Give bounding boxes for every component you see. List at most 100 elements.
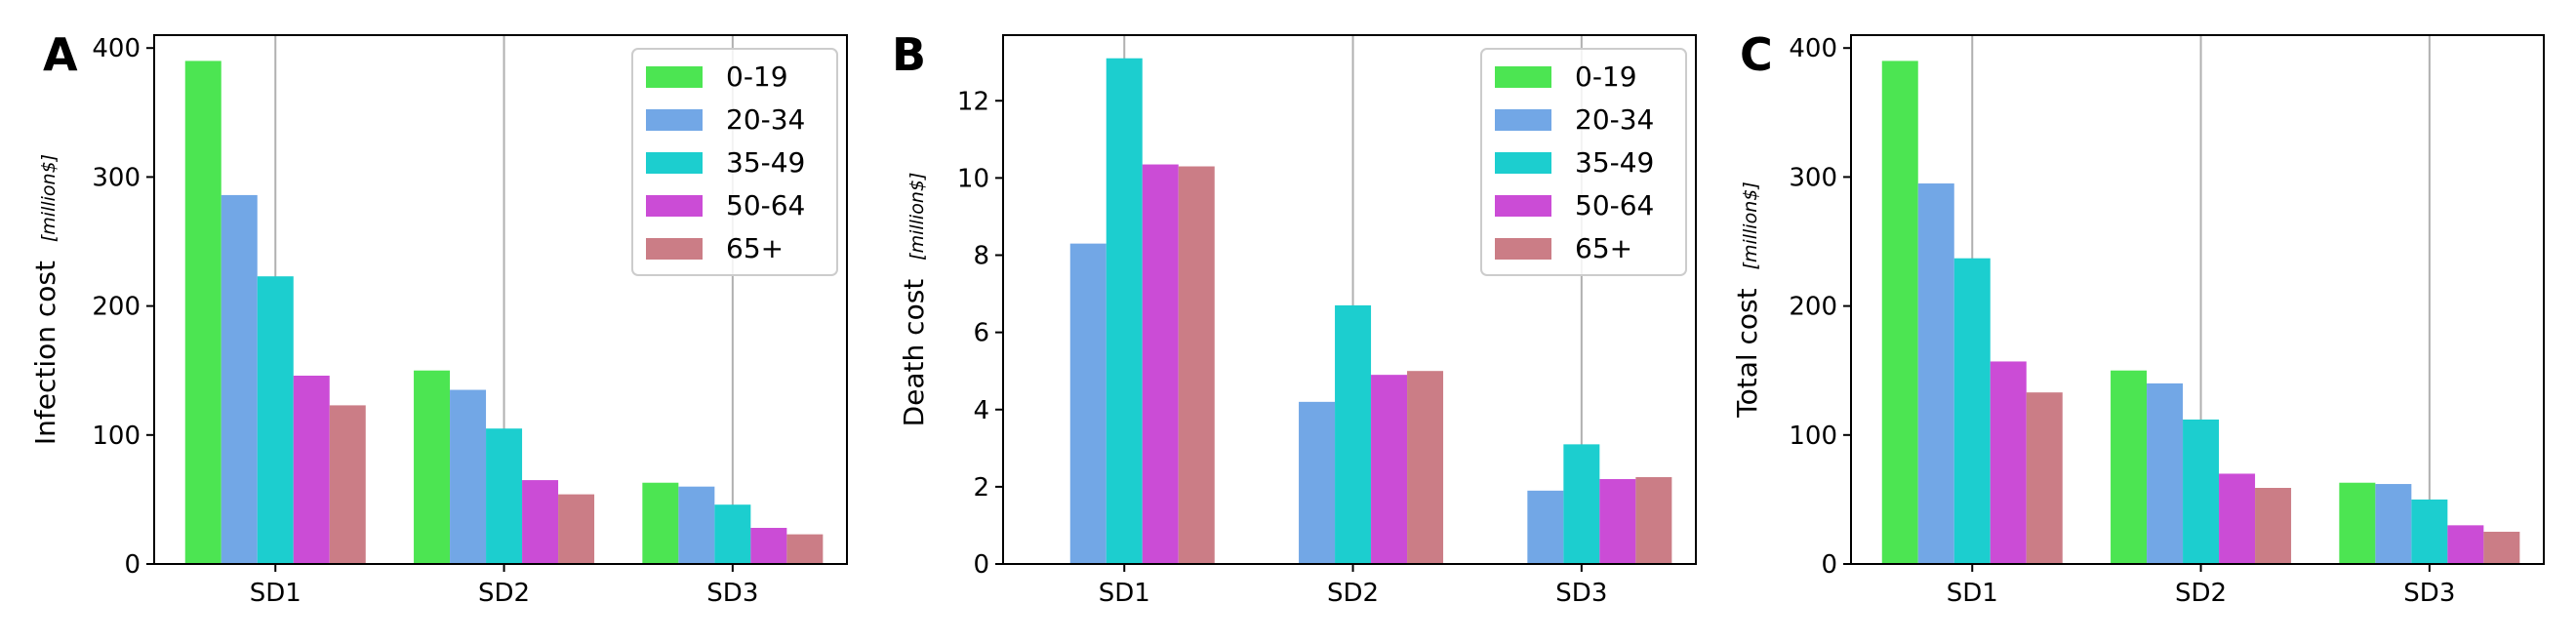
bar-35-49-sd3	[1563, 444, 1600, 564]
plot-frame	[153, 34, 848, 565]
x-tick-label: SD1	[1099, 579, 1150, 608]
chart-panel-c: 0 100 200 300 400 SD1 SD2 SD3 Total cost [millio…	[1731, 28, 2545, 608]
bar-65plus-sd3	[786, 534, 824, 564]
y-tick-label: 0	[124, 550, 141, 580]
bar-20-34-sd1	[221, 194, 258, 565]
legend-label: 35-49	[726, 146, 805, 179]
plot-frame	[1850, 34, 2545, 565]
y-tick-label: 0	[1821, 550, 1837, 580]
bar-50-64-sd1	[293, 375, 330, 564]
x-tick-label: SD3	[706, 579, 758, 608]
bar-0-19-sd2	[414, 370, 451, 564]
y-tick-label: 4	[973, 396, 989, 425]
bar-65plus-sd1	[2026, 392, 2063, 564]
legend-swatch-20-34	[646, 109, 703, 131]
bar-35-49-sd2	[486, 428, 523, 564]
bar-35-49-sd2	[2183, 419, 2220, 564]
y-axis-label-text: Total cost	[1731, 279, 1763, 418]
bar-35-49-sd3	[714, 504, 751, 564]
x-tick-label: SD1	[250, 579, 302, 608]
bar-50-64-sd2	[2219, 473, 2256, 564]
legend-swatch-0-19	[646, 66, 703, 88]
legend-swatch-65plus	[1495, 238, 1551, 260]
y-tick-label: 8	[973, 242, 989, 271]
legend-label: 20-34	[1575, 103, 1654, 136]
bar-0-19-sd1	[1881, 60, 1918, 564]
x-tick-label: SD2	[1327, 579, 1379, 608]
bar-65plus-sd1	[1178, 166, 1215, 564]
y-tick-label: 0	[973, 550, 989, 580]
bar-20-34-sd2	[1299, 401, 1336, 564]
y-axis-unit: [million$]	[906, 173, 928, 261]
bar-50-64-sd2	[522, 480, 559, 564]
y-tick-label: 300	[1789, 163, 1837, 192]
bar-35-49-sd1	[1953, 258, 1991, 564]
y-axis-label: Infection cost [million$]	[29, 154, 61, 445]
legend-swatch-35-49	[1495, 152, 1551, 174]
y-tick-label: 6	[973, 319, 989, 348]
bar-35-49-sd1	[257, 276, 294, 564]
bar-0-19-sd3	[642, 482, 679, 564]
x-tick-label: SD2	[478, 579, 530, 608]
bar-35-49-sd1	[1106, 58, 1143, 564]
bar-0-19-sd3	[2339, 482, 2376, 564]
bar-20-34-sd3	[678, 486, 715, 564]
bar-20-34-sd3	[1527, 490, 1564, 564]
bar-20-34-sd3	[2375, 484, 2412, 564]
legend-swatch-65plus	[646, 238, 703, 260]
bar-0-19-sd1	[184, 60, 221, 564]
bar-65plus-sd3	[2483, 531, 2520, 564]
legend-swatch-20-34	[1495, 109, 1551, 131]
bar-50-64-sd1	[1142, 164, 1179, 565]
bar-20-34-sd2	[450, 389, 487, 564]
bar-35-49-sd2	[1335, 304, 1372, 564]
y-axis-label-text: Infection cost	[29, 252, 61, 445]
chart-panel-b: 0 2 4 6 8 10 12 SD1 SD2 SD3 Death cost [million$] B…	[892, 28, 1697, 608]
y-tick-label: 200	[1789, 293, 1837, 322]
legend-label: 35-49	[1575, 146, 1654, 179]
legend-box	[1480, 48, 1687, 276]
bar-65plus-sd1	[329, 405, 366, 564]
y-axis-label: Death cost [million$]	[898, 173, 930, 427]
bar-65plus-sd2	[558, 494, 595, 564]
y-axis-unit: [million$]	[38, 154, 60, 242]
y-axis-label-text: Death cost	[898, 270, 930, 427]
x-tick-label: SD2	[2175, 579, 2227, 608]
plot-frame	[1002, 34, 1697, 565]
panel-letter: A	[43, 28, 78, 81]
panel-letter: B	[892, 28, 926, 81]
bar-0-19-sd2	[2111, 370, 2148, 564]
bar-50-64-sd3	[2447, 525, 2484, 564]
bar-50-64-sd3	[750, 527, 787, 564]
legend-swatch-50-64	[1495, 195, 1551, 217]
legend-label: 50-64	[726, 189, 805, 221]
bar-50-64-sd2	[1371, 375, 1408, 564]
bar-35-49-sd3	[2411, 499, 2448, 564]
legend-label: 20-34	[726, 103, 805, 136]
bar-20-34-sd1	[1069, 243, 1107, 564]
y-tick-label: 12	[957, 87, 989, 116]
legend-swatch-50-64	[646, 195, 703, 217]
y-axis-unit: [million$]	[1740, 181, 1761, 269]
legend-label: 50-64	[1575, 189, 1654, 221]
x-tick-label: SD1	[1947, 579, 1998, 608]
legend-swatch-0-19	[1495, 66, 1551, 88]
y-tick-label: 2	[973, 473, 989, 503]
bar-65plus-sd2	[1407, 371, 1444, 564]
y-tick-label: 100	[1789, 422, 1837, 451]
bar-50-64-sd3	[1599, 478, 1636, 564]
legend-swatch-35-49	[646, 152, 703, 174]
chart-panel-a: 0 100 200 300 400 SD1 SD2 SD3 Infection cost [mi…	[29, 28, 848, 608]
y-tick-label: 10	[957, 164, 989, 193]
bar-50-64-sd1	[1990, 361, 2027, 564]
y-tick-label: 400	[92, 34, 141, 63]
panel-letter: C	[1740, 28, 1773, 81]
y-tick-label: 400	[1789, 34, 1837, 63]
bar-20-34-sd1	[1917, 183, 1954, 564]
legend-label: 0-19	[726, 60, 788, 93]
bar-20-34-sd2	[2147, 382, 2184, 564]
y-tick-label: 200	[92, 293, 141, 322]
x-tick-label: SD3	[1555, 579, 1607, 608]
legend-label: 0-19	[1575, 60, 1637, 93]
